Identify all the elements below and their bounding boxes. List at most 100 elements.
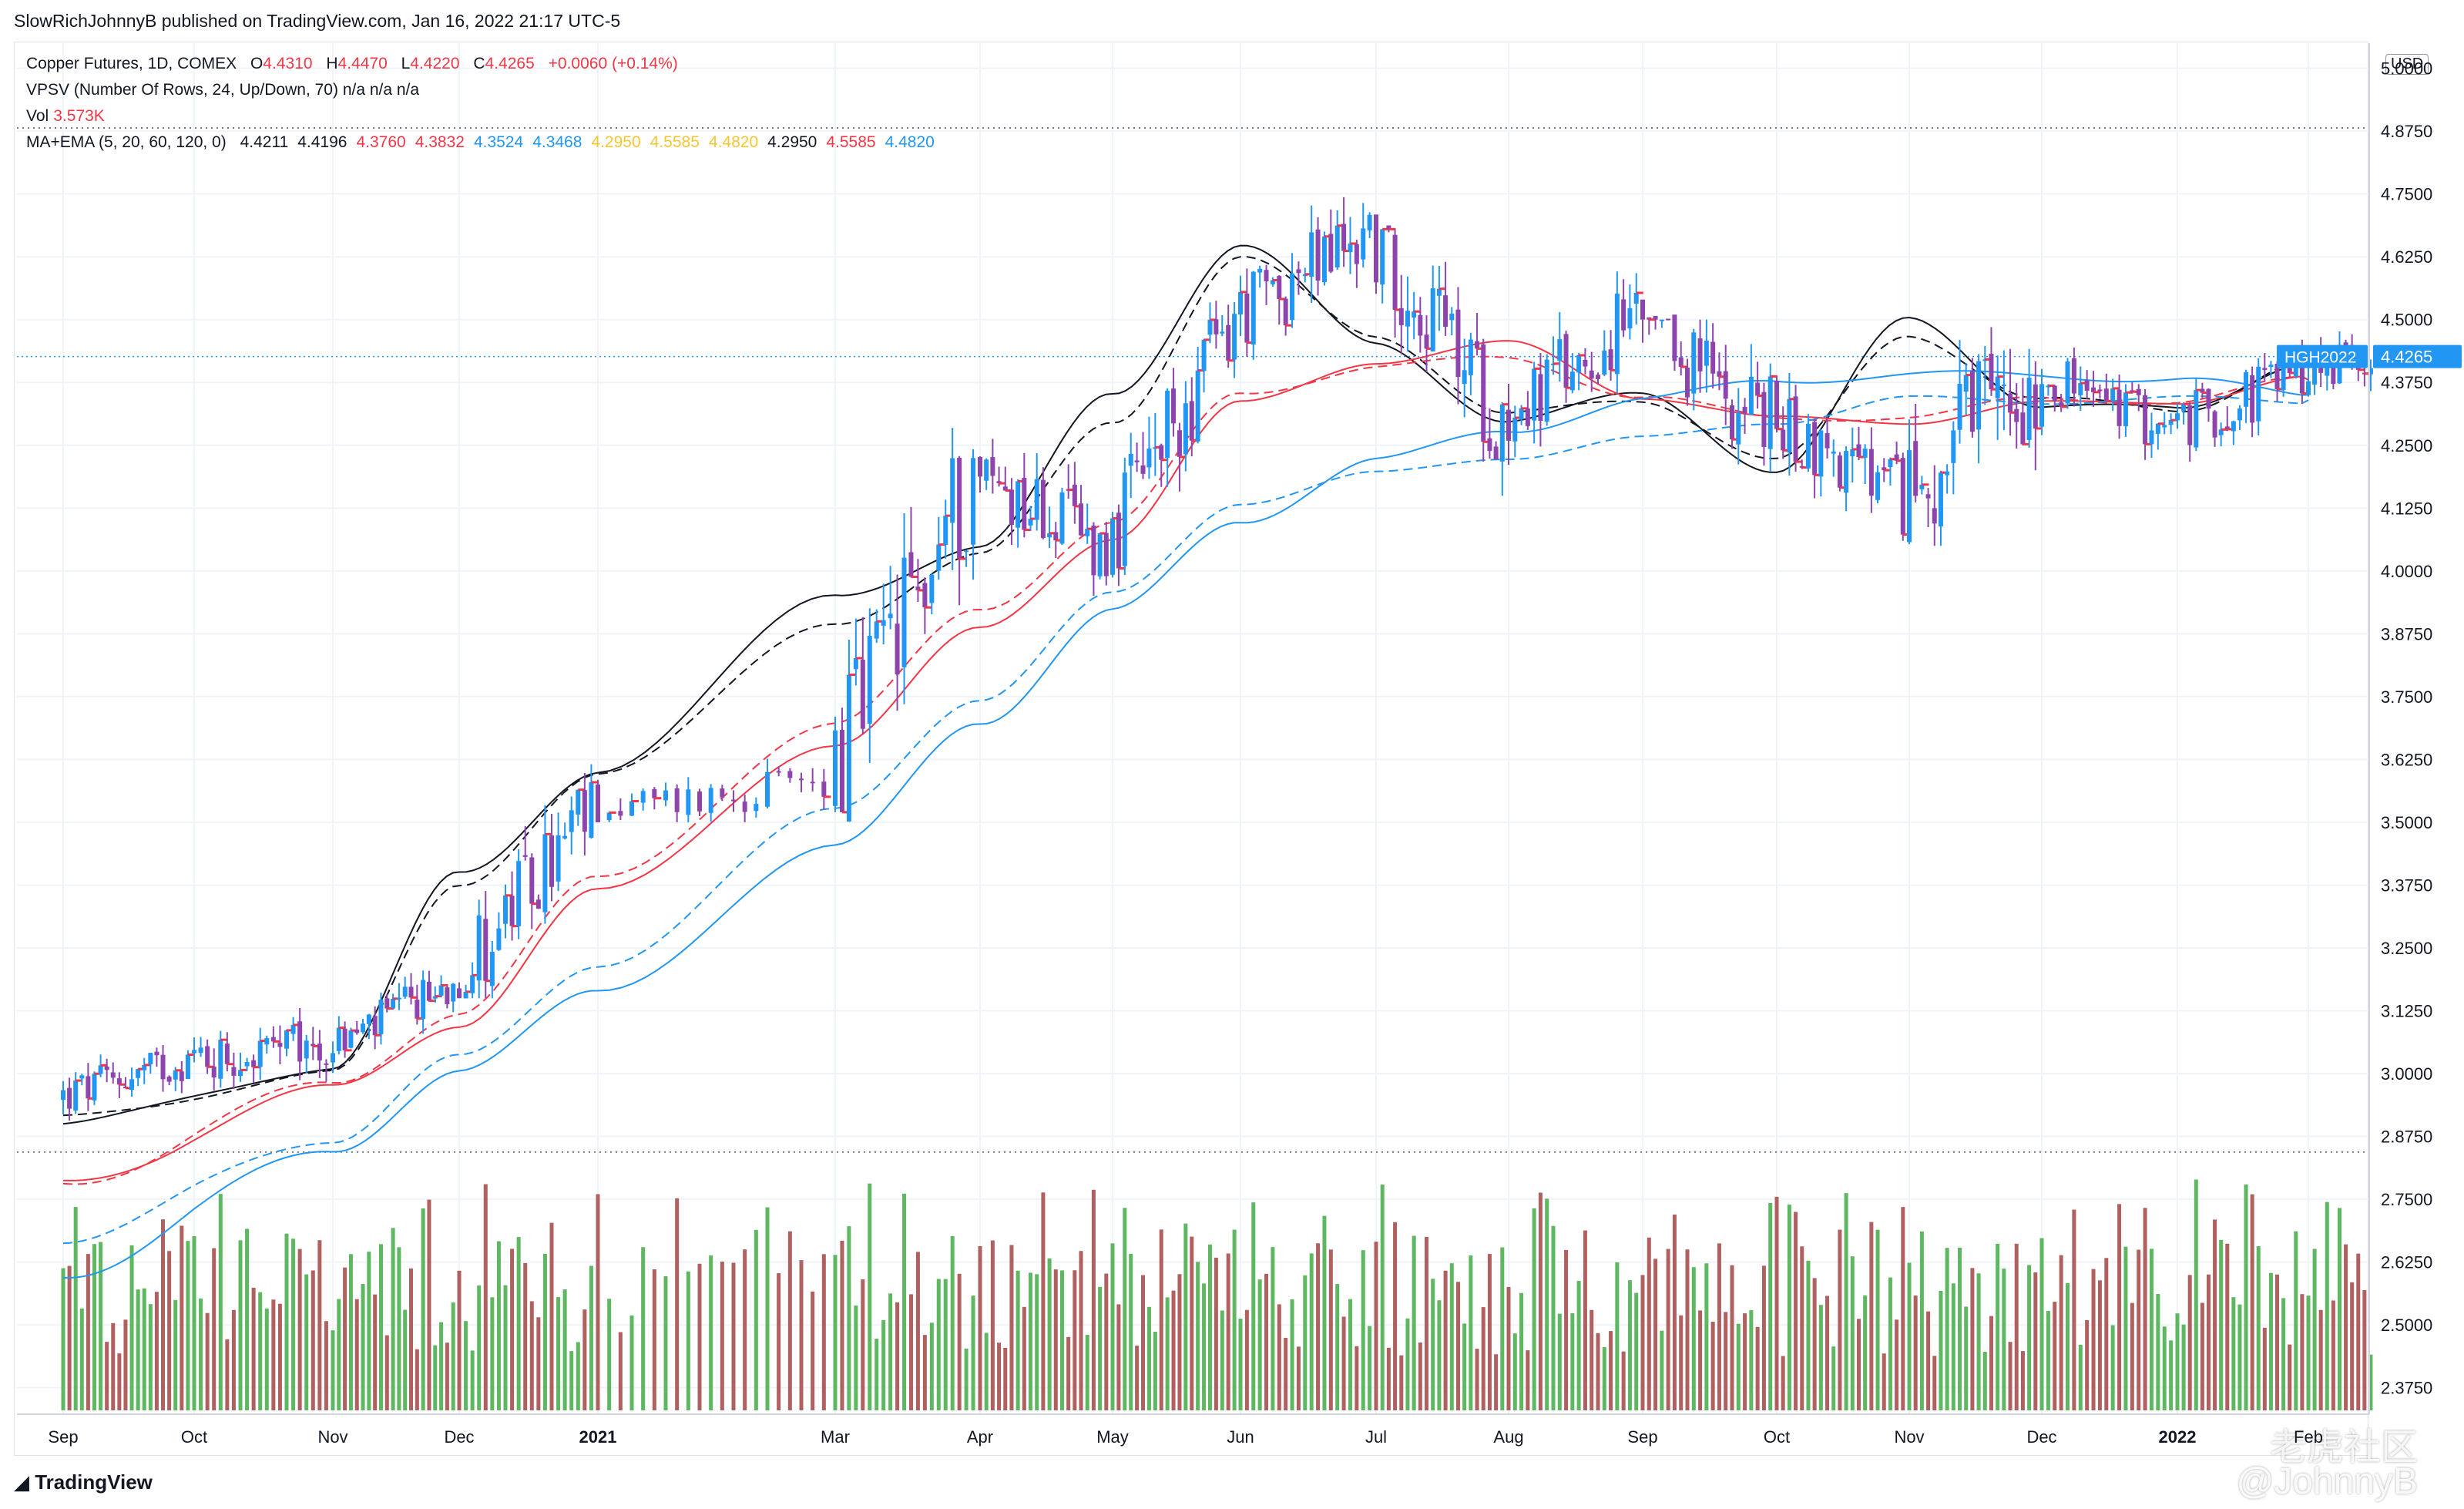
legend-symbol-row[interactable]: Copper Futures, 1D, COMEX O4.4310 H4.447… (26, 51, 944, 77)
volume-bar (186, 1241, 190, 1410)
candle (1201, 338, 1211, 393)
volume-bar (1519, 1292, 1524, 1410)
candle-body (2187, 405, 2193, 445)
volume-bar (1640, 1275, 1645, 1410)
tradingview-logo[interactable]: ◢ TradingView (14, 1470, 153, 1494)
candle-body (1462, 370, 1467, 385)
candle-body (1602, 350, 1607, 375)
candle (1405, 276, 1410, 352)
volume-bar (397, 1247, 401, 1410)
candle-body (92, 1074, 97, 1101)
candle (1844, 446, 1849, 512)
candle (331, 1041, 335, 1074)
candle-body (2020, 412, 2026, 445)
ma-line (62, 244, 2309, 1125)
volume-bar (1494, 1354, 1499, 1410)
volume-bar (2175, 1313, 2180, 1410)
horizontal-levels (17, 127, 2369, 1153)
candle-body (185, 1054, 190, 1080)
candle-body (1097, 533, 1103, 576)
candle-body (2200, 388, 2205, 393)
candle (697, 788, 702, 817)
candle-body (943, 516, 948, 545)
candle-body (1226, 324, 1231, 361)
volume-bar (787, 1231, 792, 1410)
price-tick-label: 4.7500 (2381, 185, 2432, 204)
candle-body (720, 788, 725, 798)
candle (354, 1020, 360, 1035)
volume-bar (2256, 1246, 2261, 1410)
candle-body (2110, 388, 2116, 401)
candle (1398, 274, 1404, 355)
candle-body (198, 1047, 203, 1054)
volume-bar (2288, 1344, 2292, 1410)
legend-vol-row[interactable]: Vol 3.573K (26, 103, 944, 129)
volume-bar (1691, 1267, 1696, 1410)
candle-body (569, 810, 574, 832)
candle-body (179, 1071, 184, 1081)
candle-body (2218, 429, 2224, 435)
volume-bar (496, 1241, 501, 1410)
volume-bar (1284, 1337, 1288, 1410)
price-tick-label: 3.6250 (2381, 750, 2432, 769)
time-tick-label: Nov (317, 1427, 347, 1447)
candle-body (231, 1067, 237, 1076)
volume-bar (231, 1309, 236, 1410)
candle (1468, 332, 1473, 395)
candle-body (2071, 358, 2076, 394)
candle-body (1110, 518, 1115, 575)
volume-bar (2331, 1300, 2335, 1410)
candle-body (629, 801, 634, 816)
volume-bar (510, 1249, 515, 1410)
legend-ma-row[interactable]: MA+EMA (5, 20, 60, 120, 0) 4.4211 4.4196 4… (26, 129, 944, 156)
legend-vpsv-row[interactable]: VPSV (Number Of Rows, 24, Up/Down, 70) n… (26, 77, 944, 103)
volume-bar (1774, 1196, 1779, 1410)
volume-bar (1443, 1270, 1448, 1410)
candle (198, 1037, 203, 1057)
volume-bar (1945, 1248, 1949, 1410)
candle-body (86, 1076, 91, 1099)
candle-body (833, 730, 838, 806)
candle-body (104, 1066, 109, 1070)
volume-bar (2181, 1324, 2186, 1410)
volume-bar (1475, 1349, 1479, 1410)
volume-bar (1583, 1230, 1587, 1410)
candle (582, 772, 587, 856)
volume-bar (569, 1351, 574, 1410)
candle-body (1666, 318, 1671, 321)
candle (1818, 429, 1824, 497)
volume-bar (415, 1349, 419, 1410)
candle (1710, 323, 1716, 388)
price-tick-label: 3.3750 (2381, 875, 2432, 895)
candle-body (895, 623, 900, 675)
candle-body (1015, 481, 1021, 528)
candle-body (1957, 384, 1962, 430)
candle-body (421, 980, 426, 1020)
candle (264, 1035, 270, 1054)
volume-bar (1277, 1304, 1281, 1410)
candle-body (929, 574, 935, 603)
candle-body (2033, 384, 2038, 429)
chart-frame[interactable] (14, 42, 2368, 1456)
volume-bar (2104, 1258, 2109, 1410)
candle-body (270, 1037, 276, 1042)
volume-bar (1022, 1306, 1026, 1410)
volume-bar (1882, 1353, 1886, 1410)
volume-bar (833, 1255, 838, 1410)
candle-body (1951, 430, 1956, 463)
volume-bar (251, 1287, 256, 1410)
volume-bar (1818, 1305, 1823, 1410)
volume-bar (950, 1235, 955, 1410)
candle (110, 1062, 116, 1084)
volume-bar (1418, 1342, 1422, 1410)
volume-bar (1806, 1260, 1811, 1410)
candle (2231, 420, 2236, 445)
volume-bar (173, 1299, 178, 1410)
publisher-line: SlowRichJohnnyB published on TradingView… (14, 11, 621, 31)
volume-bar (1361, 1250, 1365, 1410)
currency-label[interactable]: USD (2385, 54, 2429, 75)
volume-bar (409, 1268, 414, 1410)
candle-body (640, 791, 646, 803)
candle (2206, 388, 2211, 422)
